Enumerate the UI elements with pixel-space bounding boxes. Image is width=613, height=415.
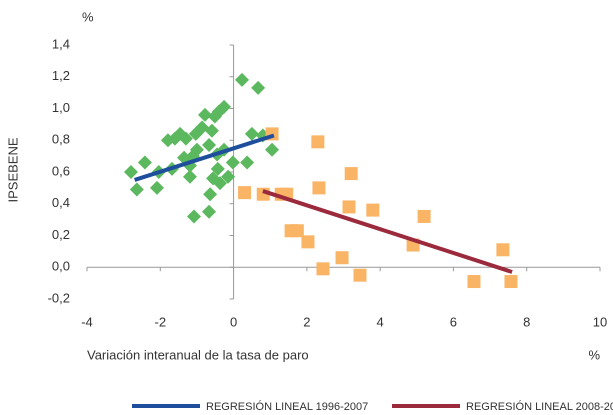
point [213,176,228,191]
legend-label: REGRESIÓN LINEAL 2008-2014 [466,400,613,413]
point [335,251,349,265]
y-tick-label: 0,0 [52,259,70,274]
point [311,135,325,149]
point [504,275,518,289]
point [178,131,193,146]
point [265,142,280,157]
x-tick-label: 8 [523,314,530,329]
x-tick-label: -2 [155,314,167,329]
point [182,169,197,184]
point [221,169,236,184]
point [186,209,201,224]
point [197,107,212,122]
point [203,187,218,202]
point [189,142,204,157]
point [225,155,240,170]
point [234,72,249,87]
y-tick-label: 0,4 [52,195,70,210]
point [342,200,356,214]
point [251,80,266,95]
point [240,155,255,170]
x-tick-label: 4 [377,314,384,329]
y-tick-label: 1,0 [52,100,70,115]
x-unit: % [588,347,600,362]
point [149,180,164,195]
legend-label: REGRESIÓN LINEAL 1996-2007 [206,400,368,413]
point [417,209,431,223]
y-tick-label: 1,2 [52,68,70,83]
point [496,243,510,257]
point [202,204,217,219]
point [244,126,259,141]
point [137,155,152,170]
point [467,275,481,289]
regression-line [262,189,513,274]
point [344,167,358,181]
point [353,268,367,282]
y-tick-label: 0,8 [52,132,70,147]
y-tick-label: 0,2 [52,227,70,242]
point [366,203,380,217]
point [123,165,138,179]
y-tick-label: -0,2 [48,290,70,305]
y-axis-label: IPSEBENE [5,137,20,202]
x-tick-label: 0 [230,314,237,329]
x-tick-label: 10 [593,314,607,329]
point [290,224,304,238]
point [217,99,232,114]
point [210,161,225,176]
y-tick-label: 1,4 [52,36,70,51]
point [204,123,219,138]
point [238,186,252,200]
x-tick-label: 6 [450,314,457,329]
point [316,262,330,276]
point [188,126,203,141]
point [129,182,144,197]
point [202,138,217,153]
x-axis-label: Variación interanual de la tasa de paro [87,347,309,362]
point [301,235,315,249]
regression-line [134,133,275,182]
x-tick-label: 2 [303,314,310,329]
x-tick-label: -4 [81,314,93,329]
point [312,181,326,195]
y-tick-label: 0,6 [52,163,70,178]
y-unit: % [82,9,94,24]
